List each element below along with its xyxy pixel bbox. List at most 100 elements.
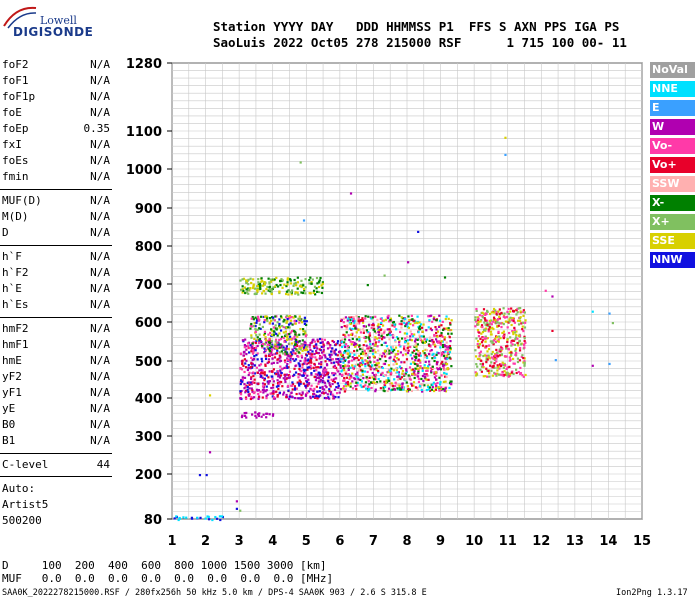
echo-point xyxy=(436,381,439,385)
echo-point xyxy=(293,319,296,322)
echo-point xyxy=(411,318,414,321)
echo-point xyxy=(505,355,508,358)
echo-point xyxy=(261,369,264,372)
echo-point xyxy=(302,345,306,348)
param-name: yF1 xyxy=(2,386,22,399)
echo-point xyxy=(175,515,178,518)
echo-point xyxy=(249,344,252,347)
echo-point xyxy=(380,343,383,347)
echo-point xyxy=(241,291,244,294)
echo-point xyxy=(362,344,365,347)
echo-point xyxy=(306,383,309,386)
echo-point xyxy=(286,281,289,284)
x-tick-label: 6 xyxy=(335,534,344,549)
echo-point xyxy=(263,330,267,333)
echo-point xyxy=(403,345,406,348)
echo-point xyxy=(363,370,367,373)
echo-point xyxy=(544,289,547,292)
echo-point xyxy=(349,192,353,195)
echo-point xyxy=(355,315,358,318)
echo-point xyxy=(302,328,305,331)
y-tick-label: 200 xyxy=(135,468,162,483)
echo-point xyxy=(414,373,417,376)
echo-point xyxy=(315,287,318,290)
echo-point xyxy=(437,340,441,343)
echo-point xyxy=(496,351,499,354)
echo-point xyxy=(267,376,270,379)
echo-point xyxy=(372,324,375,327)
echo-point xyxy=(336,340,340,343)
echo-point xyxy=(283,340,286,343)
echo-point xyxy=(513,331,517,334)
echo-point xyxy=(485,345,488,348)
echo-point xyxy=(296,381,299,384)
echo-point xyxy=(501,361,504,364)
echo-point xyxy=(376,324,379,328)
param-row-hmf2: hmF2 N/A xyxy=(2,322,110,338)
echo-point xyxy=(358,364,361,367)
echo-point xyxy=(394,340,397,343)
echo-point xyxy=(254,341,257,344)
echo-point xyxy=(248,387,251,390)
echo-point xyxy=(251,344,254,347)
echo-point xyxy=(333,364,336,367)
echo-point xyxy=(371,352,375,356)
echo-point xyxy=(245,345,248,348)
echo-point xyxy=(413,319,416,322)
echo-point xyxy=(263,373,266,376)
echo-point xyxy=(339,360,342,363)
echo-point xyxy=(431,386,434,389)
echo-point xyxy=(258,364,261,367)
echo-point xyxy=(303,349,307,352)
echo-point xyxy=(503,312,506,315)
echo-point xyxy=(277,383,280,386)
echo-point xyxy=(283,366,286,370)
echo-point xyxy=(493,311,496,314)
echo-point xyxy=(299,161,302,164)
echo-point xyxy=(375,337,379,340)
echo-point xyxy=(338,344,342,347)
echo-point xyxy=(408,376,411,379)
echo-point xyxy=(295,334,298,337)
echo-point xyxy=(309,292,312,295)
echo-point xyxy=(241,362,244,366)
echo-point xyxy=(285,396,288,399)
echo-point xyxy=(370,365,373,369)
echo-point xyxy=(294,343,297,347)
echo-point xyxy=(434,345,437,348)
echo-point xyxy=(264,339,268,342)
echo-point xyxy=(416,375,419,378)
echo-point xyxy=(426,384,430,387)
echo-point xyxy=(351,366,355,369)
echo-point xyxy=(366,361,369,364)
echo-point xyxy=(433,359,436,363)
param-name: h`Es xyxy=(2,298,29,311)
echo-point xyxy=(365,329,369,332)
echo-point xyxy=(490,319,493,322)
echo-point xyxy=(244,291,247,295)
x-tick-label: 4 xyxy=(268,534,277,549)
echo-point xyxy=(251,413,254,416)
echo-point xyxy=(513,321,516,324)
echo-point xyxy=(401,386,404,389)
echo-point xyxy=(310,372,313,375)
echo-point xyxy=(405,381,408,384)
echo-point xyxy=(279,369,282,372)
echo-point xyxy=(390,382,393,385)
echo-point xyxy=(304,357,307,360)
echo-point xyxy=(249,377,253,380)
echo-point xyxy=(400,337,404,340)
echo-point xyxy=(388,352,391,355)
echo-point xyxy=(389,382,392,385)
echo-point xyxy=(285,338,289,342)
echo-point xyxy=(345,376,349,379)
echo-point xyxy=(177,518,180,522)
echo-point xyxy=(322,380,325,383)
echo-point xyxy=(394,384,397,388)
echo-point xyxy=(364,365,367,368)
echo-point xyxy=(389,356,392,359)
echo-point xyxy=(518,346,522,350)
echo-point xyxy=(450,319,453,322)
echo-point xyxy=(331,358,334,361)
echo-point xyxy=(251,342,254,345)
